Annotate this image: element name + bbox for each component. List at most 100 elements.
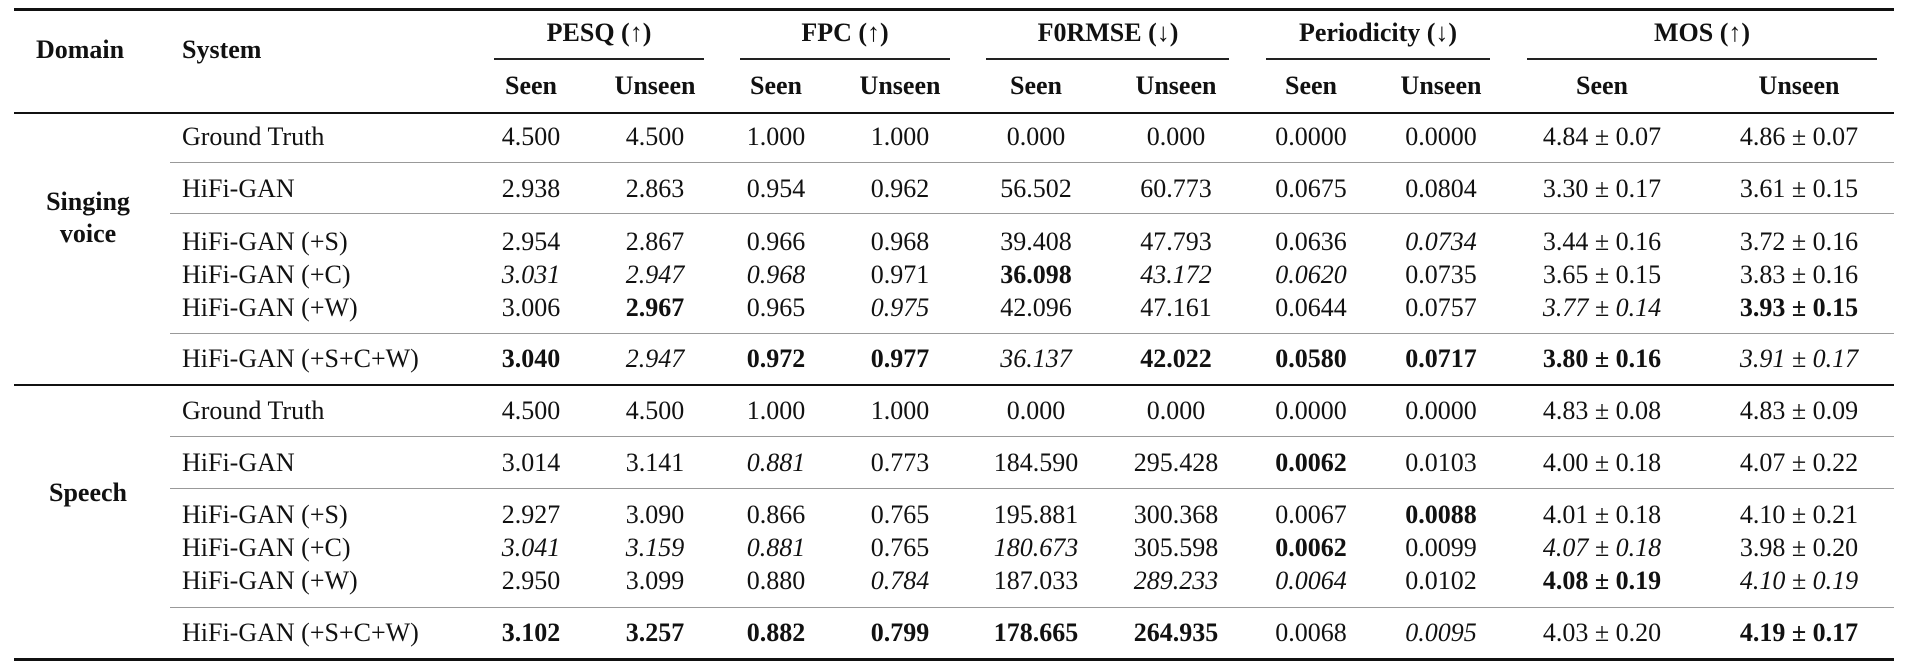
table-cell: 3.72 ± 0.16 (1739, 227, 1859, 256)
table-cell: 4.83 ± 0.09 (1739, 396, 1859, 425)
row-divider (170, 162, 1894, 163)
system-name: HiFi-GAN (182, 174, 295, 203)
table-cell: 4.19 ± 0.17 (1739, 618, 1859, 647)
table-cell: 42.022 (1140, 344, 1212, 373)
table-cell: 2.947 (625, 344, 685, 373)
system-header: System (182, 35, 262, 64)
system-name: HiFi-GAN (+S) (182, 500, 348, 529)
table-cell: 1.000 (870, 122, 930, 151)
table-cell: 0.0000 (1405, 396, 1477, 425)
table-cell: 4.500 (501, 396, 561, 425)
table-cell: 178.665 (993, 618, 1079, 647)
subheader-unseen: Unseen (614, 71, 696, 100)
header-rule (14, 112, 1894, 114)
table-cell: 3.257 (625, 618, 685, 647)
table-cell: 195.881 (993, 500, 1079, 529)
table-cell: 3.159 (625, 533, 685, 562)
table-cell: 0.962 (870, 174, 930, 203)
table-cell: 0.765 (870, 500, 930, 529)
table-cell: 0.000 (1146, 396, 1206, 425)
table-cell: 0.784 (870, 566, 930, 595)
row-divider (170, 607, 1894, 608)
table-cell: 3.041 (501, 533, 561, 562)
table-cell: 4.10 ± 0.21 (1739, 500, 1859, 529)
domain-header: Domain (36, 35, 125, 64)
table-cell: 3.93 ± 0.15 (1739, 293, 1859, 322)
table-cell: 4.08 ± 0.19 (1542, 566, 1662, 595)
subheader-seen: Seen (1010, 71, 1062, 100)
system-name: Ground Truth (182, 122, 325, 151)
f0rmse-header: F0RMSE (↓) (1037, 18, 1179, 47)
table-cell: 3.61 ± 0.15 (1739, 174, 1859, 203)
table-cell: 4.07 ± 0.22 (1739, 448, 1859, 477)
table-cell: 0.880 (746, 566, 806, 595)
table-cell: 0.866 (746, 500, 806, 529)
fpc-underline (740, 58, 950, 60)
table-cell: 0.0000 (1275, 122, 1347, 151)
table-cell: 3.141 (625, 448, 685, 477)
table-cell: 0.0062 (1275, 533, 1347, 562)
table-cell: 2.927 (501, 500, 561, 529)
table-cell: 2.938 (501, 174, 561, 203)
system-name: HiFi-GAN (+W) (182, 566, 358, 595)
table-cell: 0.0675 (1275, 174, 1347, 203)
table-cell: 2.863 (625, 174, 685, 203)
table-cell: 47.161 (1140, 293, 1212, 322)
table-cell: 300.368 (1133, 500, 1219, 529)
table-cell: 36.137 (1000, 344, 1072, 373)
table-cell: 0.0757 (1405, 293, 1477, 322)
table-cell: 0.0804 (1405, 174, 1477, 203)
table-cell: 4.01 ± 0.18 (1542, 500, 1662, 529)
table-cell: 295.428 (1133, 448, 1219, 477)
row-divider (170, 436, 1894, 437)
mos-header: MOS (↑) (1653, 18, 1751, 47)
table-cell: 0.977 (870, 344, 930, 373)
system-name: HiFi-GAN (+W) (182, 293, 358, 322)
section-rule (14, 384, 1894, 386)
subheader-seen: Seen (1576, 71, 1628, 100)
table-cell: 0.968 (746, 260, 806, 289)
system-name: HiFi-GAN (+S+C+W) (182, 618, 419, 647)
periodicity-underline (1266, 58, 1490, 60)
table-cell: 43.172 (1140, 260, 1212, 289)
table-cell: 4.500 (625, 122, 685, 151)
table-cell: 4.86 ± 0.07 (1739, 122, 1859, 151)
fpc-header: FPC (↑) (801, 18, 889, 47)
subheader-unseen: Unseen (859, 71, 941, 100)
table-cell: 0.0717 (1405, 344, 1477, 373)
table-cell: 0.0620 (1275, 260, 1347, 289)
table-cell: 0.0734 (1405, 227, 1477, 256)
table-cell: 0.954 (746, 174, 806, 203)
system-name: HiFi-GAN (+C) (182, 260, 351, 289)
system-name: HiFi-GAN (+S) (182, 227, 348, 256)
system-name: HiFi-GAN (+C) (182, 533, 351, 562)
periodicity-header: Periodicity (↓) (1298, 18, 1458, 47)
system-name: HiFi-GAN (182, 448, 295, 477)
table-cell: 3.77 ± 0.14 (1542, 293, 1662, 322)
table-cell: 4.83 ± 0.08 (1542, 396, 1662, 425)
table-cell: 0.966 (746, 227, 806, 256)
table-cell: 2.954 (501, 227, 561, 256)
table-cell: 0.000 (1006, 122, 1066, 151)
table-cell: 3.83 ± 0.16 (1739, 260, 1859, 289)
subheader-unseen: Unseen (1758, 71, 1840, 100)
table-cell: 3.040 (501, 344, 561, 373)
table-cell: 3.91 ± 0.17 (1739, 344, 1859, 373)
table-cell: 4.10 ± 0.19 (1739, 566, 1859, 595)
table-cell: 2.867 (625, 227, 685, 256)
table-cell: 305.598 (1133, 533, 1219, 562)
table-cell: 0.0095 (1405, 618, 1477, 647)
table-cell: 36.098 (1000, 260, 1072, 289)
domain-label: voice (59, 219, 117, 248)
table-cell: 2.947 (625, 260, 685, 289)
table-cell: 0.765 (870, 533, 930, 562)
table-cell: 1.000 (870, 396, 930, 425)
table-cell: 0.0735 (1405, 260, 1477, 289)
table-cell: 0.881 (746, 533, 806, 562)
table-cell: 2.950 (501, 566, 561, 595)
table-cell: 4.00 ± 0.18 (1542, 448, 1662, 477)
domain-label: Singing (46, 187, 130, 216)
table-cell: 0.965 (746, 293, 806, 322)
table-cell: 0.799 (870, 618, 930, 647)
